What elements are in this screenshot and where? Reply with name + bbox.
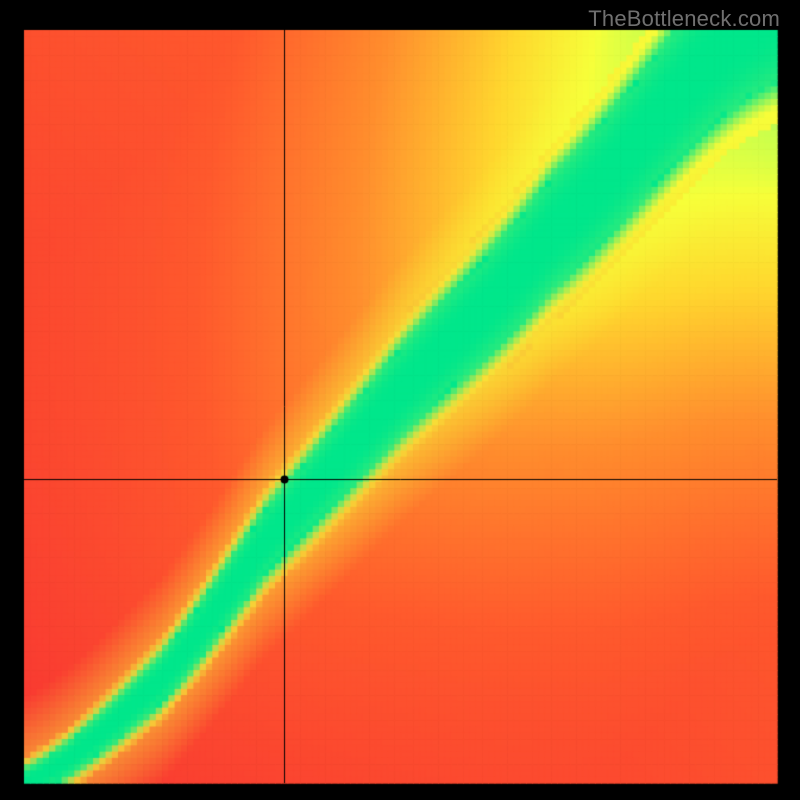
chart-container: TheBottleneck.com bbox=[0, 0, 800, 800]
watermark-label: TheBottleneck.com bbox=[588, 6, 780, 32]
heatmap-canvas bbox=[0, 0, 800, 800]
